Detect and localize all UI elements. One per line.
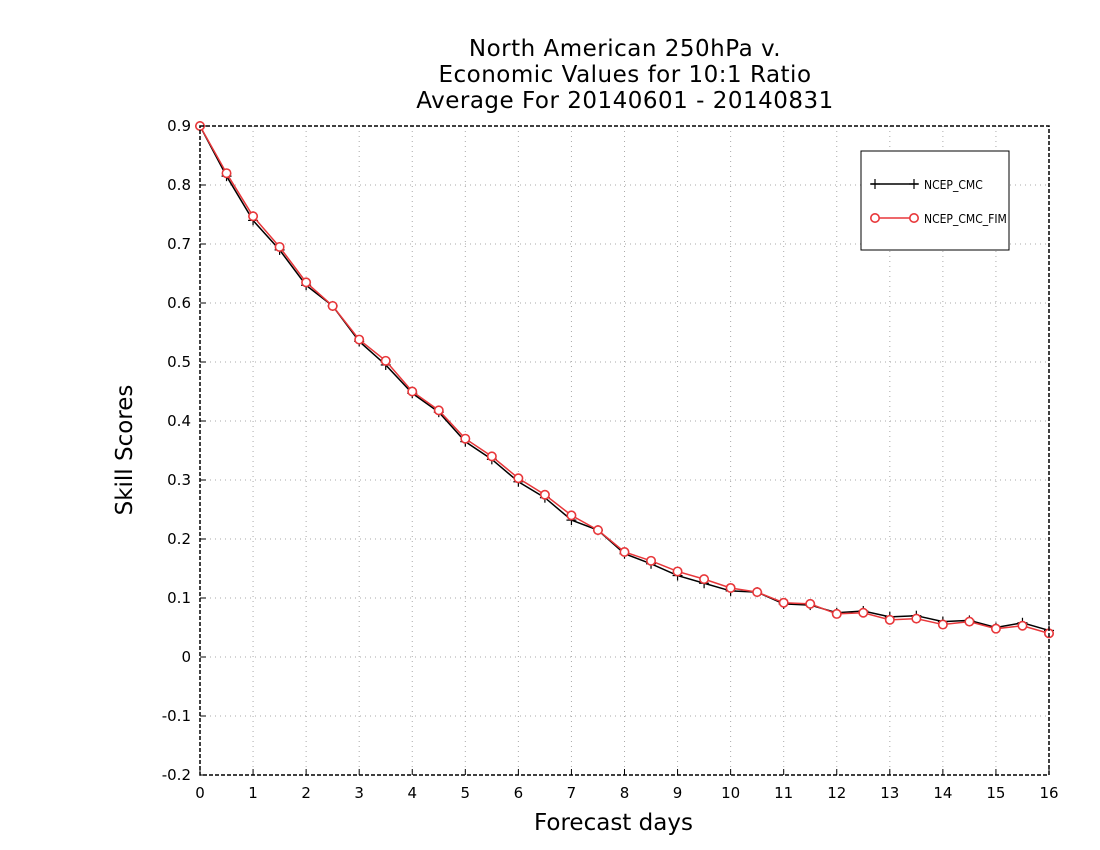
x-tick-label: 14 <box>933 784 952 802</box>
plot-frame <box>199 125 1050 776</box>
data-point-circle <box>513 473 524 484</box>
y-tick-label: -0.1 <box>162 707 191 725</box>
x-axis-label: Forecast days <box>534 810 693 836</box>
axis-ticks: 0 1 2 3 4 5 6 7 8 9 10 11 12 13 14 15 16-0.2-0.100.10.20… <box>162 117 1059 802</box>
x-tick-label: 8 <box>620 784 630 802</box>
data-point-circle <box>805 598 816 609</box>
data-point-circle <box>990 623 1001 634</box>
grid <box>200 126 1049 775</box>
data-point-circle <box>858 607 869 618</box>
data-point-circle <box>486 451 497 462</box>
x-tick-label: 1 <box>248 784 258 802</box>
chart-title-line-1: North American 250hPa v. <box>468 36 782 62</box>
x-tick-label: 3 <box>354 784 364 802</box>
data-point-circle <box>964 616 975 627</box>
x-tick-label: 12 <box>827 784 846 802</box>
data-point-circle <box>592 525 603 536</box>
y-tick-label: 0.1 <box>167 589 191 607</box>
data-point-circle <box>327 300 338 311</box>
data-point-circle <box>725 582 736 593</box>
data-point-circle <box>699 574 710 585</box>
legend-marker <box>869 213 880 224</box>
series-ncep-cmc-fim <box>195 121 1055 639</box>
x-tick-label: 11 <box>774 784 793 802</box>
x-tick-label: 0 <box>195 784 205 802</box>
y-tick-label: 0.2 <box>167 530 191 548</box>
y-tick-label: 0.5 <box>167 353 191 371</box>
data-point-circle <box>619 546 630 557</box>
y-tick-label: 0 <box>181 648 191 666</box>
data-point-circle <box>778 597 789 608</box>
legend-label: NCEP_CMC_FIM <box>924 212 1007 226</box>
data-point-circle <box>248 211 259 222</box>
data-point-circle <box>539 489 550 500</box>
data-point-circle <box>354 334 365 345</box>
y-tick-label: 0.8 <box>167 176 191 194</box>
data-point-circle <box>460 433 471 444</box>
data-point-circle <box>884 614 895 625</box>
data-point-circle <box>380 355 391 366</box>
x-tick-label: 15 <box>986 784 1005 802</box>
data-point-circle <box>752 587 763 598</box>
data-point-circle <box>566 510 577 521</box>
x-tick-label: 16 <box>1039 784 1058 802</box>
y-tick-label: -0.2 <box>162 766 191 784</box>
data-point-circle <box>937 619 948 630</box>
data-point-circle <box>274 241 285 252</box>
data-point-circle <box>911 613 922 624</box>
y-tick-label: 0.3 <box>167 471 191 489</box>
x-tick-label: 4 <box>407 784 417 802</box>
x-tick-label: 10 <box>721 784 740 802</box>
x-tick-label: 7 <box>567 784 577 802</box>
x-tick-label: 9 <box>673 784 683 802</box>
data-point-circle <box>407 386 418 397</box>
x-tick-label: 6 <box>514 784 524 802</box>
data-point-circle <box>672 566 683 577</box>
y-tick-label: 0.9 <box>167 117 191 135</box>
data-point-circle <box>831 608 842 619</box>
legend-box <box>860 150 1010 251</box>
legend-entry: NCEP_CMC_FIM <box>869 212 1007 226</box>
legend: NCEP_CMC NCEP_CMC_FIM <box>860 150 1010 251</box>
data-point-circle <box>1017 620 1028 631</box>
data-point-circle <box>301 277 312 288</box>
legend-label: NCEP_CMC <box>924 178 983 192</box>
y-tick-label: 0.6 <box>167 294 191 312</box>
data-point-circle <box>433 405 444 416</box>
x-tick-label: 5 <box>461 784 471 802</box>
data-point-circle <box>646 555 657 566</box>
data-point-circle <box>221 168 232 179</box>
y-tick-label: 0.4 <box>167 412 191 430</box>
chart-title-line-2: Economic Values for 10:1 Ratio <box>438 62 812 88</box>
series-lines <box>195 121 1055 639</box>
x-tick-label: 2 <box>301 784 311 802</box>
legend-marker <box>908 213 919 224</box>
legend-entry: NCEP_CMC <box>870 178 983 192</box>
x-tick-label: 13 <box>880 784 899 802</box>
chart-title-line-3: Average For 20140601 - 20140831 <box>416 88 834 114</box>
y-tick-label: 0.7 <box>167 235 191 253</box>
